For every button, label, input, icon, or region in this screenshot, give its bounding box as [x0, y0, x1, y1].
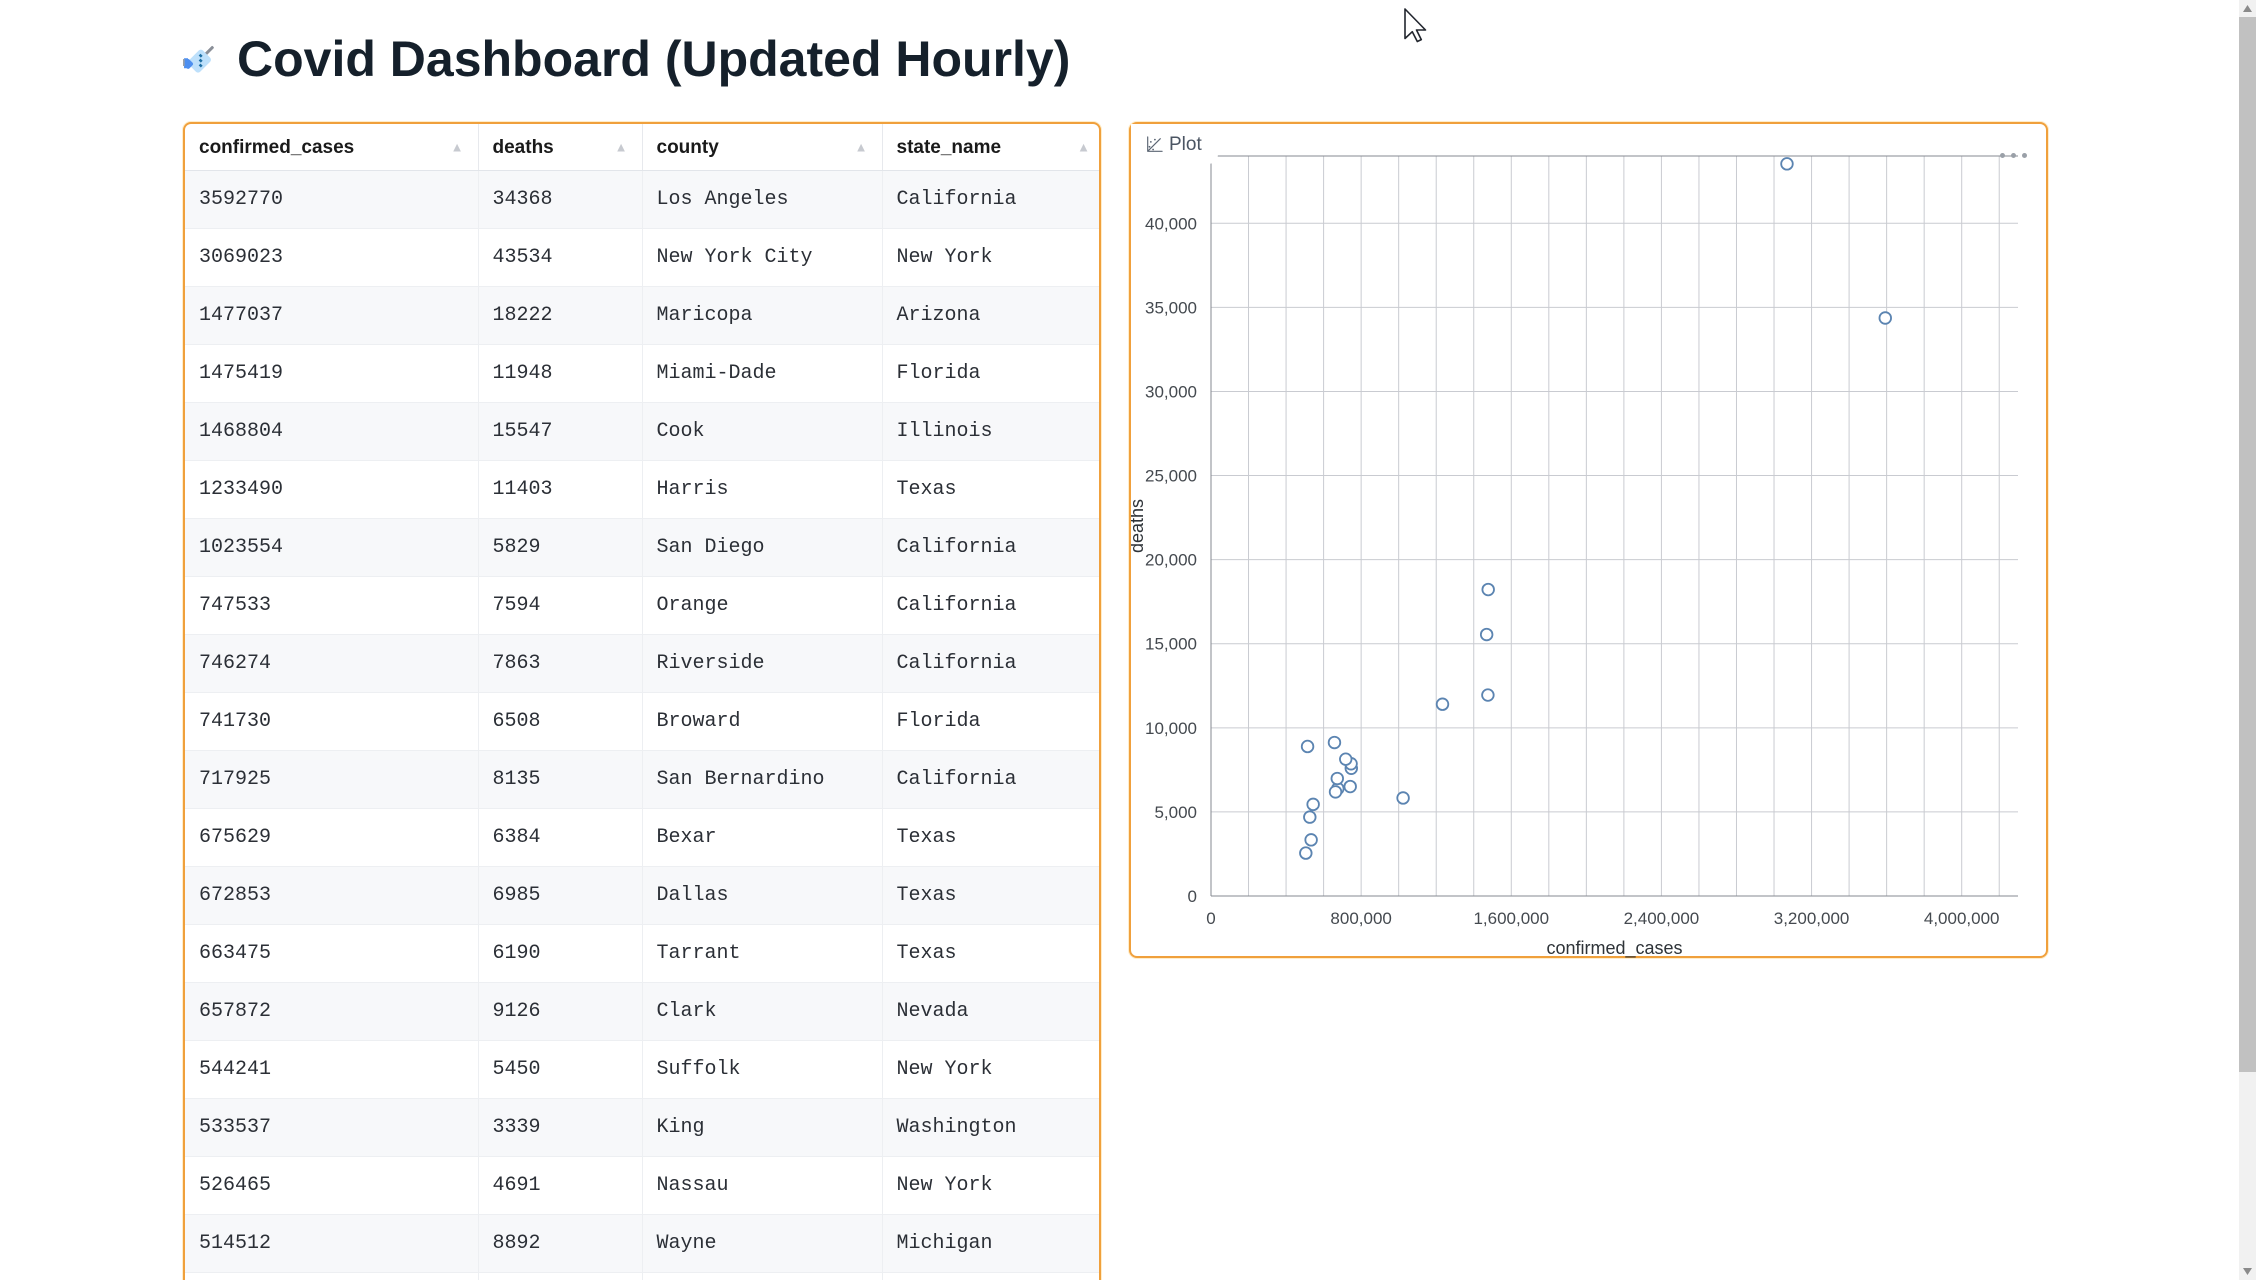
- svg-text:35,000: 35,000: [1145, 298, 1197, 317]
- svg-text:2,400,000: 2,400,000: [1624, 909, 1700, 928]
- svg-text:confirmed_cases: confirmed_cases: [1546, 938, 1682, 959]
- svg-text:3,200,000: 3,200,000: [1774, 909, 1850, 928]
- svg-text:40,000: 40,000: [1145, 214, 1197, 233]
- svg-text:10,000: 10,000: [1145, 719, 1197, 738]
- svg-text:15,000: 15,000: [1145, 635, 1197, 654]
- svg-text:20,000: 20,000: [1145, 551, 1197, 570]
- svg-text:0: 0: [1188, 887, 1197, 906]
- svg-text:5,000: 5,000: [1154, 803, 1197, 822]
- svg-text:1,600,000: 1,600,000: [1473, 909, 1549, 928]
- svg-text:800,000: 800,000: [1330, 909, 1391, 928]
- svg-text:deaths: deaths: [1131, 499, 1147, 553]
- svg-text:30,000: 30,000: [1145, 382, 1197, 401]
- svg-text:4,000,000: 4,000,000: [1924, 909, 2000, 928]
- svg-text:25,000: 25,000: [1145, 467, 1197, 486]
- svg-text:0: 0: [1206, 909, 1215, 928]
